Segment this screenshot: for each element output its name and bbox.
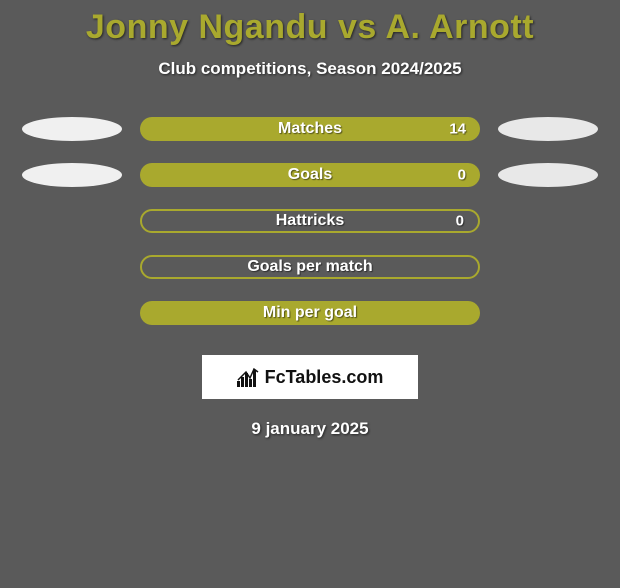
brand-badge: FcTables.com (202, 355, 418, 399)
stat-row: Goals 0 (0, 163, 620, 187)
right-ellipse (498, 163, 598, 187)
stat-row: Min per goal (0, 301, 620, 325)
stat-row: Hattricks 0 (0, 209, 620, 233)
stat-value: 0 (458, 167, 466, 184)
stat-bar: Min per goal (140, 301, 480, 325)
brand-text: FcTables.com (265, 367, 384, 388)
left-ellipse (22, 163, 122, 187)
right-ellipse (498, 117, 598, 141)
snapshot-date: 9 january 2025 (0, 419, 620, 439)
left-ellipse (22, 117, 122, 141)
stat-value: 14 (449, 121, 466, 138)
stat-label: Hattricks (276, 212, 344, 230)
stat-bar: Goals 0 (140, 163, 480, 187)
stat-value: 0 (456, 213, 464, 230)
stat-row: Goals per match (0, 255, 620, 279)
comparison-title: Jonny Ngandu vs A. Arnott (0, 8, 620, 47)
stat-bar: Goals per match (140, 255, 480, 279)
stat-bar: Hattricks 0 (140, 209, 480, 233)
comparison-subtitle: Club competitions, Season 2024/2025 (0, 59, 620, 79)
stat-label: Min per goal (263, 304, 357, 322)
stat-row: Matches 14 (0, 117, 620, 141)
stat-label: Goals (288, 166, 332, 184)
stat-label: Matches (278, 120, 342, 138)
stat-label: Goals per match (247, 258, 372, 276)
stat-bar: Matches 14 (140, 117, 480, 141)
bar-chart-icon (237, 367, 259, 387)
stat-rows: Matches 14 Goals 0 Hattricks 0 Goals per match… (0, 117, 620, 325)
